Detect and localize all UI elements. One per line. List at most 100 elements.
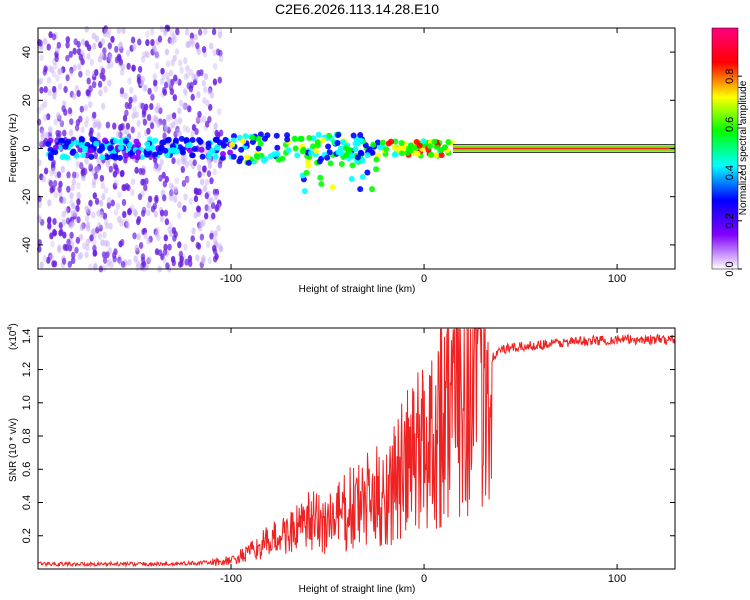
noise-speckle bbox=[149, 103, 154, 110]
noise-speckle bbox=[81, 38, 86, 46]
noise-speckle bbox=[214, 129, 219, 137]
noise-speckle bbox=[177, 117, 183, 125]
noise-speckle bbox=[136, 119, 141, 127]
noise-speckle bbox=[149, 28, 155, 36]
noise-speckle bbox=[159, 209, 165, 217]
signal-blob bbox=[298, 135, 305, 142]
noise-speckle bbox=[38, 139, 44, 147]
noise-speckle bbox=[140, 256, 146, 264]
noise-speckle bbox=[119, 170, 125, 178]
signal-blob bbox=[416, 142, 423, 149]
noise-speckle bbox=[86, 224, 91, 232]
noise-speckle bbox=[164, 48, 170, 56]
signal-blob bbox=[273, 132, 280, 139]
noise-speckle bbox=[204, 192, 209, 200]
signal-blob bbox=[230, 153, 237, 160]
snr-y-label: SNR (10 * v/v) bbox=[8, 418, 19, 482]
y-tick-label: 0.4 bbox=[21, 495, 33, 510]
signal-blob bbox=[303, 169, 310, 176]
signal-blob bbox=[220, 151, 226, 157]
noise-speckle bbox=[83, 168, 88, 175]
signal-blob bbox=[399, 150, 406, 157]
noise-speckle bbox=[141, 110, 147, 118]
noise-speckle bbox=[190, 130, 195, 138]
noise-speckle bbox=[124, 109, 129, 117]
noise-speckle bbox=[179, 255, 184, 263]
noise-speckle bbox=[199, 178, 205, 186]
noise-speckle bbox=[100, 239, 105, 247]
noise-speckle bbox=[107, 27, 112, 35]
signal-blob bbox=[242, 133, 249, 140]
noise-speckle bbox=[209, 42, 214, 50]
noise-speckle bbox=[53, 191, 58, 199]
noise-speckle bbox=[66, 206, 71, 214]
noise-speckle bbox=[146, 114, 152, 121]
noise-speckle bbox=[169, 189, 175, 197]
signal-blob bbox=[178, 135, 185, 142]
noise-speckle-layer bbox=[36, 24, 224, 273]
colorbar-label: Normalized spectral amplitude bbox=[738, 80, 749, 215]
noise-speckle bbox=[104, 222, 110, 230]
noise-speckle bbox=[76, 40, 81, 48]
noise-speckle bbox=[184, 175, 190, 183]
noise-speckle bbox=[96, 209, 101, 217]
noise-speckle bbox=[117, 215, 122, 223]
signal-blob bbox=[364, 152, 371, 159]
noise-speckle bbox=[218, 129, 224, 137]
noise-speckle bbox=[199, 233, 205, 241]
noise-speckle bbox=[138, 167, 143, 175]
noise-speckle bbox=[161, 171, 166, 179]
noise-speckle bbox=[193, 211, 198, 219]
signal-blob bbox=[318, 181, 325, 187]
signal-blob bbox=[179, 146, 186, 153]
noise-speckle bbox=[61, 257, 67, 265]
y-tick-label: 0 bbox=[21, 145, 33, 151]
signal-blob bbox=[327, 160, 334, 167]
signal-blob bbox=[370, 141, 377, 148]
noise-speckle bbox=[154, 248, 160, 256]
signal-blob bbox=[220, 142, 227, 149]
noise-speckle bbox=[129, 86, 134, 94]
noise-speckle bbox=[182, 87, 188, 95]
noise-speckle bbox=[153, 115, 158, 122]
x-tick-label: 0 bbox=[421, 273, 427, 285]
noise-speckle bbox=[127, 208, 132, 215]
colorbar: 0.0 0.2 0.4 0.6 0.8 Normalized spectral ampl… bbox=[711, 27, 749, 277]
noise-speckle bbox=[88, 199, 93, 207]
noise-speckle bbox=[190, 40, 195, 48]
noise-speckle bbox=[213, 62, 218, 70]
noise-speckle bbox=[61, 218, 66, 226]
noise-speckle bbox=[157, 35, 163, 43]
noise-speckle bbox=[89, 234, 94, 242]
noise-speckle bbox=[202, 185, 208, 192]
noise-speckle bbox=[51, 167, 56, 175]
noise-speckle bbox=[185, 126, 191, 134]
noise-speckle bbox=[42, 68, 47, 76]
noise-speckle bbox=[65, 74, 70, 82]
signal-blob bbox=[164, 152, 171, 159]
noise-speckle bbox=[67, 244, 73, 252]
noise-speckle bbox=[192, 159, 197, 167]
noise-speckle bbox=[71, 178, 77, 186]
signal-blob bbox=[391, 151, 398, 158]
noise-speckle bbox=[97, 121, 102, 129]
noise-speckle bbox=[179, 66, 184, 74]
noise-speckle bbox=[119, 87, 125, 95]
y-tick-label: -20 bbox=[21, 189, 33, 205]
signal-blob bbox=[438, 152, 445, 159]
signal-blob bbox=[236, 158, 243, 165]
signal-blob bbox=[189, 137, 196, 143]
noise-speckle bbox=[69, 192, 74, 200]
noise-speckle bbox=[195, 241, 200, 249]
noise-speckle bbox=[140, 75, 145, 83]
noise-speckle bbox=[77, 63, 82, 71]
signal-blob bbox=[145, 145, 152, 152]
signal-blob bbox=[45, 141, 52, 147]
noise-speckle bbox=[163, 209, 169, 217]
noise-speckle bbox=[172, 54, 177, 62]
signal-blob bbox=[354, 154, 361, 161]
noise-speckle bbox=[162, 248, 168, 256]
noise-speckle bbox=[103, 239, 108, 247]
noise-speckle bbox=[142, 227, 147, 235]
noise-speckle bbox=[116, 53, 122, 61]
